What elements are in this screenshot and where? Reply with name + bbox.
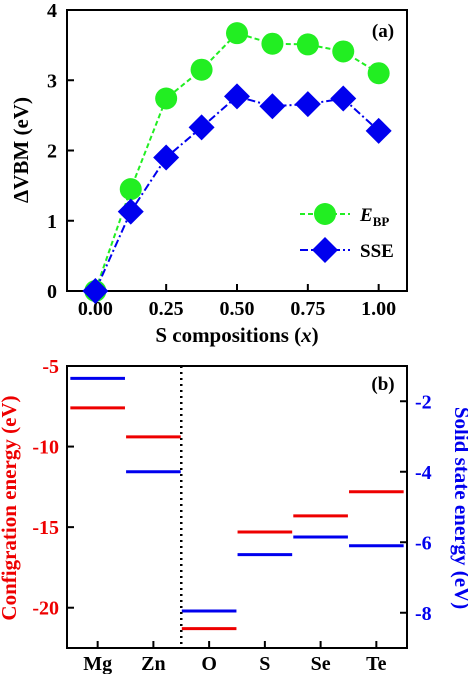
category-label: S: [259, 653, 270, 674]
data-point-sse: [330, 85, 357, 112]
category-label: Mg: [83, 653, 112, 674]
x-axis-label-a: S compositions (x): [155, 323, 318, 347]
left-y-tick-label: -15: [32, 517, 59, 539]
left-y-tick-label: -20: [32, 598, 59, 620]
right-y-ticks-b: -2 -4 -6 -8: [400, 391, 432, 625]
legend-a: EBP SSE: [300, 203, 394, 263]
x-tick-label-a: 0.75: [290, 298, 325, 320]
data-point-sse: [82, 278, 109, 304]
panel-b: -5 -10 -15 -20 -2 -4 -6 -8 Mg Zn O S Se Te (b) Conf…: [0, 356, 468, 674]
y-ticks-a: 0 1 2 3 4: [47, 0, 74, 303]
data-point-sse: [259, 93, 286, 120]
y-tick-label-a: 0: [47, 281, 57, 303]
category-labels-b: Mg Zn O S Se Te: [83, 641, 387, 674]
x-ticks-a: 0.00 0.25 0.50 0.75 1.00: [78, 284, 396, 320]
y-axis-label-a: ΔVBM (eV): [9, 97, 33, 203]
legend-marker-sse: [312, 237, 338, 263]
data-point-sse: [224, 83, 250, 110]
left-y-tick-label: -5: [42, 356, 59, 378]
left-axis-label-b: Configration energy (eV): [0, 395, 21, 620]
x-tick-label-a: 0.50: [220, 298, 255, 320]
y-tick-label-a: 1: [47, 211, 57, 233]
left-y-ticks-b: -5 -10 -15 -20: [32, 356, 74, 620]
data-point-ebp: [261, 32, 284, 55]
category-label: Zn: [141, 653, 165, 674]
plot-frame-b: [66, 365, 408, 649]
right-axis-label-b: Solid state energy (eV): [450, 407, 468, 609]
x-tick-label-a: 0.00: [78, 298, 113, 320]
right-y-tick-label: -6: [415, 532, 432, 554]
legend-label-sse: SSE: [360, 241, 394, 262]
y-tick-label-a: 2: [47, 141, 57, 163]
legend-label-ebp: EBP: [359, 205, 389, 229]
y-tick-label-a: 4: [47, 0, 57, 22]
right-y-tick-label: -8: [415, 603, 432, 625]
category-label: O: [201, 653, 217, 674]
x-tick-label-a: 0.25: [149, 298, 184, 320]
category-label: Se: [311, 653, 331, 674]
panel-a: 0.00 0.25 0.50 0.75 1.00 0 1 2 3 4 S composition…: [9, 0, 408, 347]
legend-entry-ebp: EBP: [300, 203, 389, 229]
data-point-sse: [153, 144, 180, 171]
left-y-tick-label: -10: [32, 437, 59, 459]
data-point-ebp: [190, 58, 213, 81]
data-point-ebp: [367, 62, 390, 85]
data-point-sse: [365, 117, 392, 144]
energy-levels-b: [70, 376, 404, 631]
x-tick-label-a: 1.00: [361, 298, 396, 320]
data-point-ebp: [155, 87, 178, 110]
series-line-0: [94, 32, 380, 292]
right-y-tick-label: -4: [415, 462, 432, 484]
right-y-tick-label: -2: [415, 391, 432, 413]
data-point-ebp: [226, 22, 248, 45]
data-point-ebp: [332, 40, 355, 63]
series-layer-a: [82, 22, 392, 304]
data-point-sse: [188, 114, 215, 141]
data-point-sse: [294, 91, 321, 118]
plot-frame-a: [66, 9, 408, 292]
data-point-ebp: [119, 178, 142, 201]
category-label: Te: [366, 653, 387, 674]
legend-marker-ebp: [314, 203, 336, 225]
panel-label-b: (b): [371, 374, 394, 395]
data-point-sse: [117, 198, 144, 225]
panel-label-a: (a): [372, 21, 394, 42]
legend-entry-sse: SSE: [300, 237, 394, 263]
data-point-ebp: [296, 33, 319, 56]
y-tick-label-a: 3: [47, 70, 57, 92]
